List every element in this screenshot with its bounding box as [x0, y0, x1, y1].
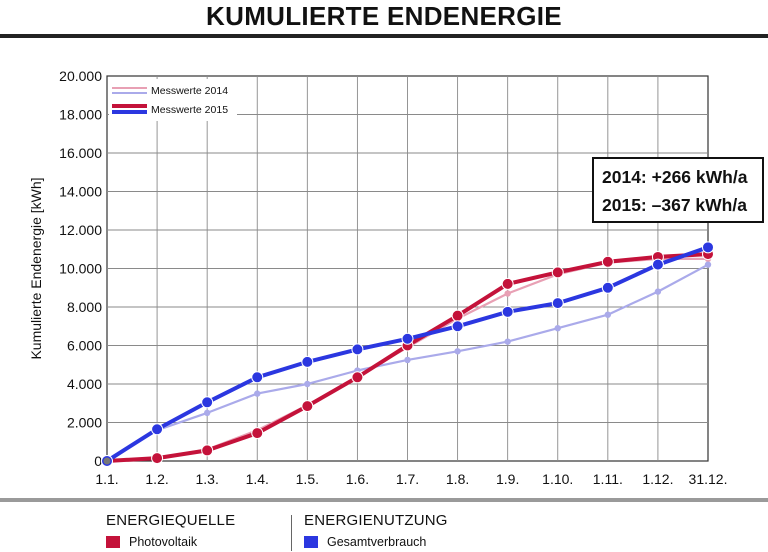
annotation-2015: 2015: –367 kWh/a: [602, 195, 747, 215]
x-tick-label: 1.11.: [593, 471, 623, 487]
data-point-2015-gesamtverbrauch: [451, 320, 464, 333]
data-point-2015-gesamtverbrauch: [501, 305, 514, 318]
data-point-2014-gesamtverbrauch: [454, 348, 461, 355]
y-axis-label: Kumulierte Endenergie [kWh]: [28, 177, 44, 359]
data-point-2015-photovoltaik: [551, 266, 564, 279]
data-point-2014-photovoltaik: [504, 290, 511, 297]
legend-divider: [291, 515, 292, 551]
x-tick-label: 1.12.: [642, 471, 673, 487]
data-point-2015-photovoltaik: [301, 400, 314, 413]
data-point-2015-gesamtverbrauch: [351, 343, 364, 356]
legend-energy-source: ENERGIEQUELLE Photovoltaik: [106, 512, 235, 549]
data-point-2014-gesamtverbrauch: [604, 311, 612, 318]
y-tick-label: 0: [94, 453, 102, 469]
x-tick-label: 1.4.: [246, 471, 269, 487]
legend-label-2014: Messwerte 2014: [151, 85, 228, 97]
x-tick-label: 1.9.: [496, 471, 519, 487]
gesamtverbrauch-swatch: [304, 536, 318, 548]
data-point-2014-gesamtverbrauch: [554, 324, 561, 332]
y-tick-label: 4.000: [67, 376, 102, 392]
y-tick-label: 20.000: [59, 68, 102, 84]
x-tick-label: 1.8.: [446, 471, 469, 487]
data-point-2015-gesamtverbrauch: [151, 423, 164, 436]
data-point-2015-gesamtverbrauch: [702, 241, 714, 254]
chart-title: KUMULIERTE ENDENERGIE: [206, 1, 562, 31]
data-point-2015-gesamtverbrauch: [201, 396, 214, 409]
data-point-2014-gesamtverbrauch: [654, 288, 662, 295]
legend-heading-usage: ENERGIENUTZUNG: [304, 512, 448, 529]
y-tick-label: 12.000: [59, 222, 102, 238]
data-point-2015-photovoltaik: [151, 452, 164, 465]
x-tick-label: 1.1.: [95, 471, 118, 487]
legend-heading-source: ENERGIEQUELLE: [106, 512, 236, 529]
data-point-2014-gesamtverbrauch: [254, 390, 261, 397]
x-tick-label: 1.10.: [542, 471, 573, 487]
y-tick-label: 8.000: [67, 299, 102, 315]
data-point-2015-gesamtverbrauch: [251, 371, 264, 384]
y-tick-label: 14.000: [59, 184, 102, 200]
data-point-2014-gesamtverbrauch: [404, 356, 411, 364]
data-point-2014-gesamtverbrauch: [304, 380, 311, 388]
legend-rule: [0, 498, 768, 502]
y-tick-label: 6.000: [67, 338, 102, 354]
y-tick-label: 2.000: [67, 415, 102, 431]
data-point-2014-gesamtverbrauch: [704, 261, 712, 268]
legend-label-gesamtverbrauch: Gesamtverbrauch: [327, 535, 427, 549]
data-point-2015-photovoltaik: [201, 444, 214, 457]
legend-energy-usage: ENERGIENUTZUNG Gesamtverbrauch: [304, 512, 448, 549]
data-point-2015-photovoltaik: [351, 371, 364, 384]
photovoltaik-swatch: [106, 536, 120, 548]
x-tick-label: 1.7.: [396, 471, 419, 487]
annotation-2014: 2014: +266 kWh/a: [602, 167, 748, 187]
x-tick-label: 1.3.: [195, 471, 218, 487]
data-point-2015-photovoltaik: [451, 309, 464, 322]
data-point-2014-gesamtverbrauch: [203, 409, 211, 417]
data-point-2015-gesamtverbrauch: [301, 355, 314, 368]
x-tick-label: 1.5.: [296, 471, 319, 487]
origin-point: [103, 457, 111, 465]
x-tick-label: 31.12.: [689, 471, 728, 487]
annotation-box: 2014: +266 kWh/a 2015: –367 kWh/a: [592, 157, 764, 223]
title-rule: [0, 34, 768, 38]
line-chart: 0 2.000 4.000 6.000 8.000 10.000 12.000 14.000 1…: [28, 68, 728, 487]
x-tick-label: 1.6.: [346, 471, 369, 487]
data-point-2015-photovoltaik: [601, 255, 614, 268]
y-tick-label: 16.000: [59, 145, 102, 161]
legend-item-photovoltaik: Photovoltaik: [106, 535, 235, 549]
y-tick-label: 10.000: [59, 261, 102, 277]
y-tick-label: 18.000: [59, 107, 102, 123]
x-tick-label: 1.2.: [145, 471, 168, 487]
legend-label-2015: Messwerte 2015: [151, 104, 228, 116]
data-point-2014-gesamtverbrauch: [504, 338, 511, 345]
data-point-2015-gesamtverbrauch: [551, 297, 564, 310]
data-point-2015-gesamtverbrauch: [601, 281, 614, 294]
data-point-2015-gesamtverbrauch: [651, 258, 664, 271]
data-point-2015-photovoltaik: [501, 277, 514, 290]
legend-label-photovoltaik: Photovoltaik: [129, 535, 198, 549]
data-point-2015-photovoltaik: [251, 427, 264, 440]
legend-item-gesamtverbrauch: Gesamtverbrauch: [304, 535, 448, 549]
data-point-2015-gesamtverbrauch: [401, 332, 414, 345]
